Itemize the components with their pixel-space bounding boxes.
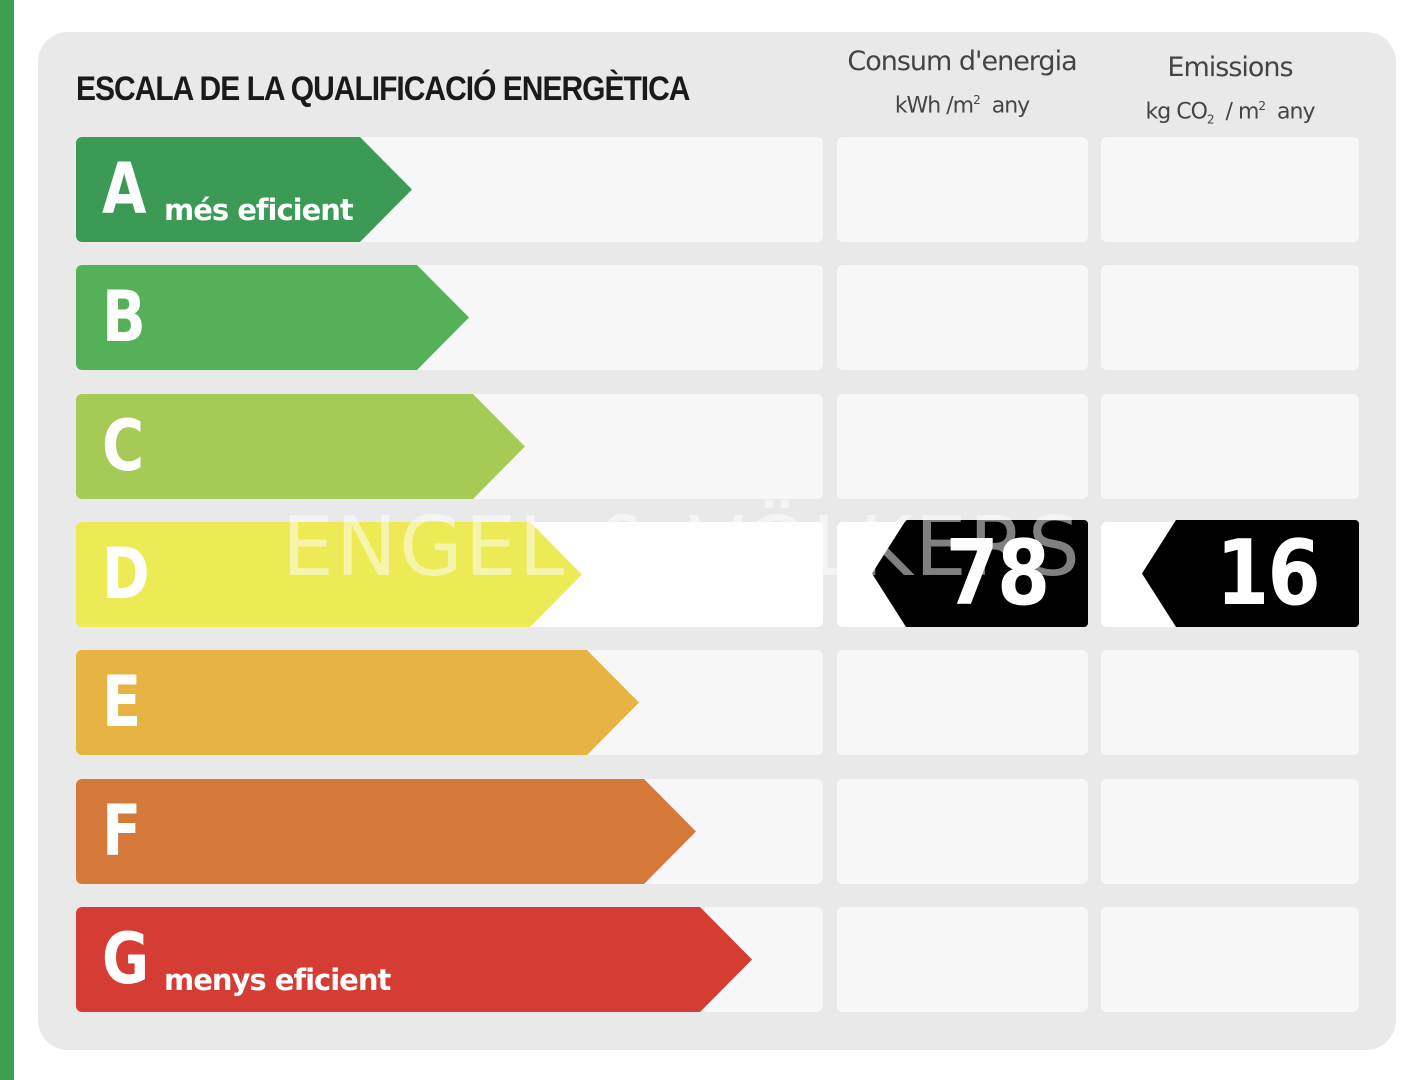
class-bar-b: B bbox=[76, 265, 469, 370]
energy-cell bbox=[837, 779, 1088, 884]
energy-cell bbox=[837, 907, 1088, 1012]
class-letter: A bbox=[102, 148, 147, 230]
class-bar-d: D bbox=[76, 522, 582, 627]
page-title: ESCALA DE LA QUALIFICACIÓ ENERGÈTICA bbox=[76, 70, 690, 108]
class-letter: B bbox=[102, 276, 146, 358]
class-letter: E bbox=[102, 661, 142, 743]
class-bar-c: C bbox=[76, 394, 525, 499]
class-letter: D bbox=[102, 533, 150, 615]
energy-column-title: Consum d'energia bbox=[847, 46, 1077, 77]
emissions-cell bbox=[1101, 137, 1359, 242]
emissions-cell bbox=[1101, 779, 1359, 884]
emissions-value: 16 bbox=[1215, 521, 1321, 626]
emissions-column-header: Emissions kg CO2 / m2 any bbox=[1101, 50, 1359, 136]
energy-rating-indicator: 78 bbox=[872, 520, 1088, 627]
emissions-cell bbox=[1101, 907, 1359, 1012]
emissions-cell bbox=[1101, 650, 1359, 755]
energy-cell bbox=[837, 137, 1088, 242]
class-letter: C bbox=[102, 405, 145, 487]
emissions-cell bbox=[1101, 394, 1359, 499]
emissions-rating-indicator: 16 bbox=[1142, 520, 1359, 627]
energy-column-unit: kWh /m2 any bbox=[894, 93, 1030, 119]
class-bar-e: E bbox=[76, 650, 639, 755]
class-letter: G bbox=[102, 918, 150, 1000]
energy-value: 78 bbox=[945, 521, 1050, 626]
emissions-column-unit: kg CO2 / m2 any bbox=[1145, 99, 1316, 127]
class-caption: menys eficient bbox=[164, 963, 391, 997]
emissions-column-title: Emissions bbox=[1167, 52, 1293, 83]
class-caption: més eficient bbox=[164, 193, 353, 227]
energy-cell bbox=[837, 650, 1088, 755]
class-bar-f: F bbox=[76, 779, 696, 884]
energy-cell bbox=[837, 394, 1088, 499]
left-accent-edge bbox=[0, 0, 14, 1080]
energy-cell bbox=[837, 265, 1088, 370]
emissions-cell bbox=[1101, 265, 1359, 370]
energy-column-header: Consum d'energia kWh /m2 any bbox=[836, 44, 1088, 130]
class-letter: F bbox=[102, 790, 142, 872]
